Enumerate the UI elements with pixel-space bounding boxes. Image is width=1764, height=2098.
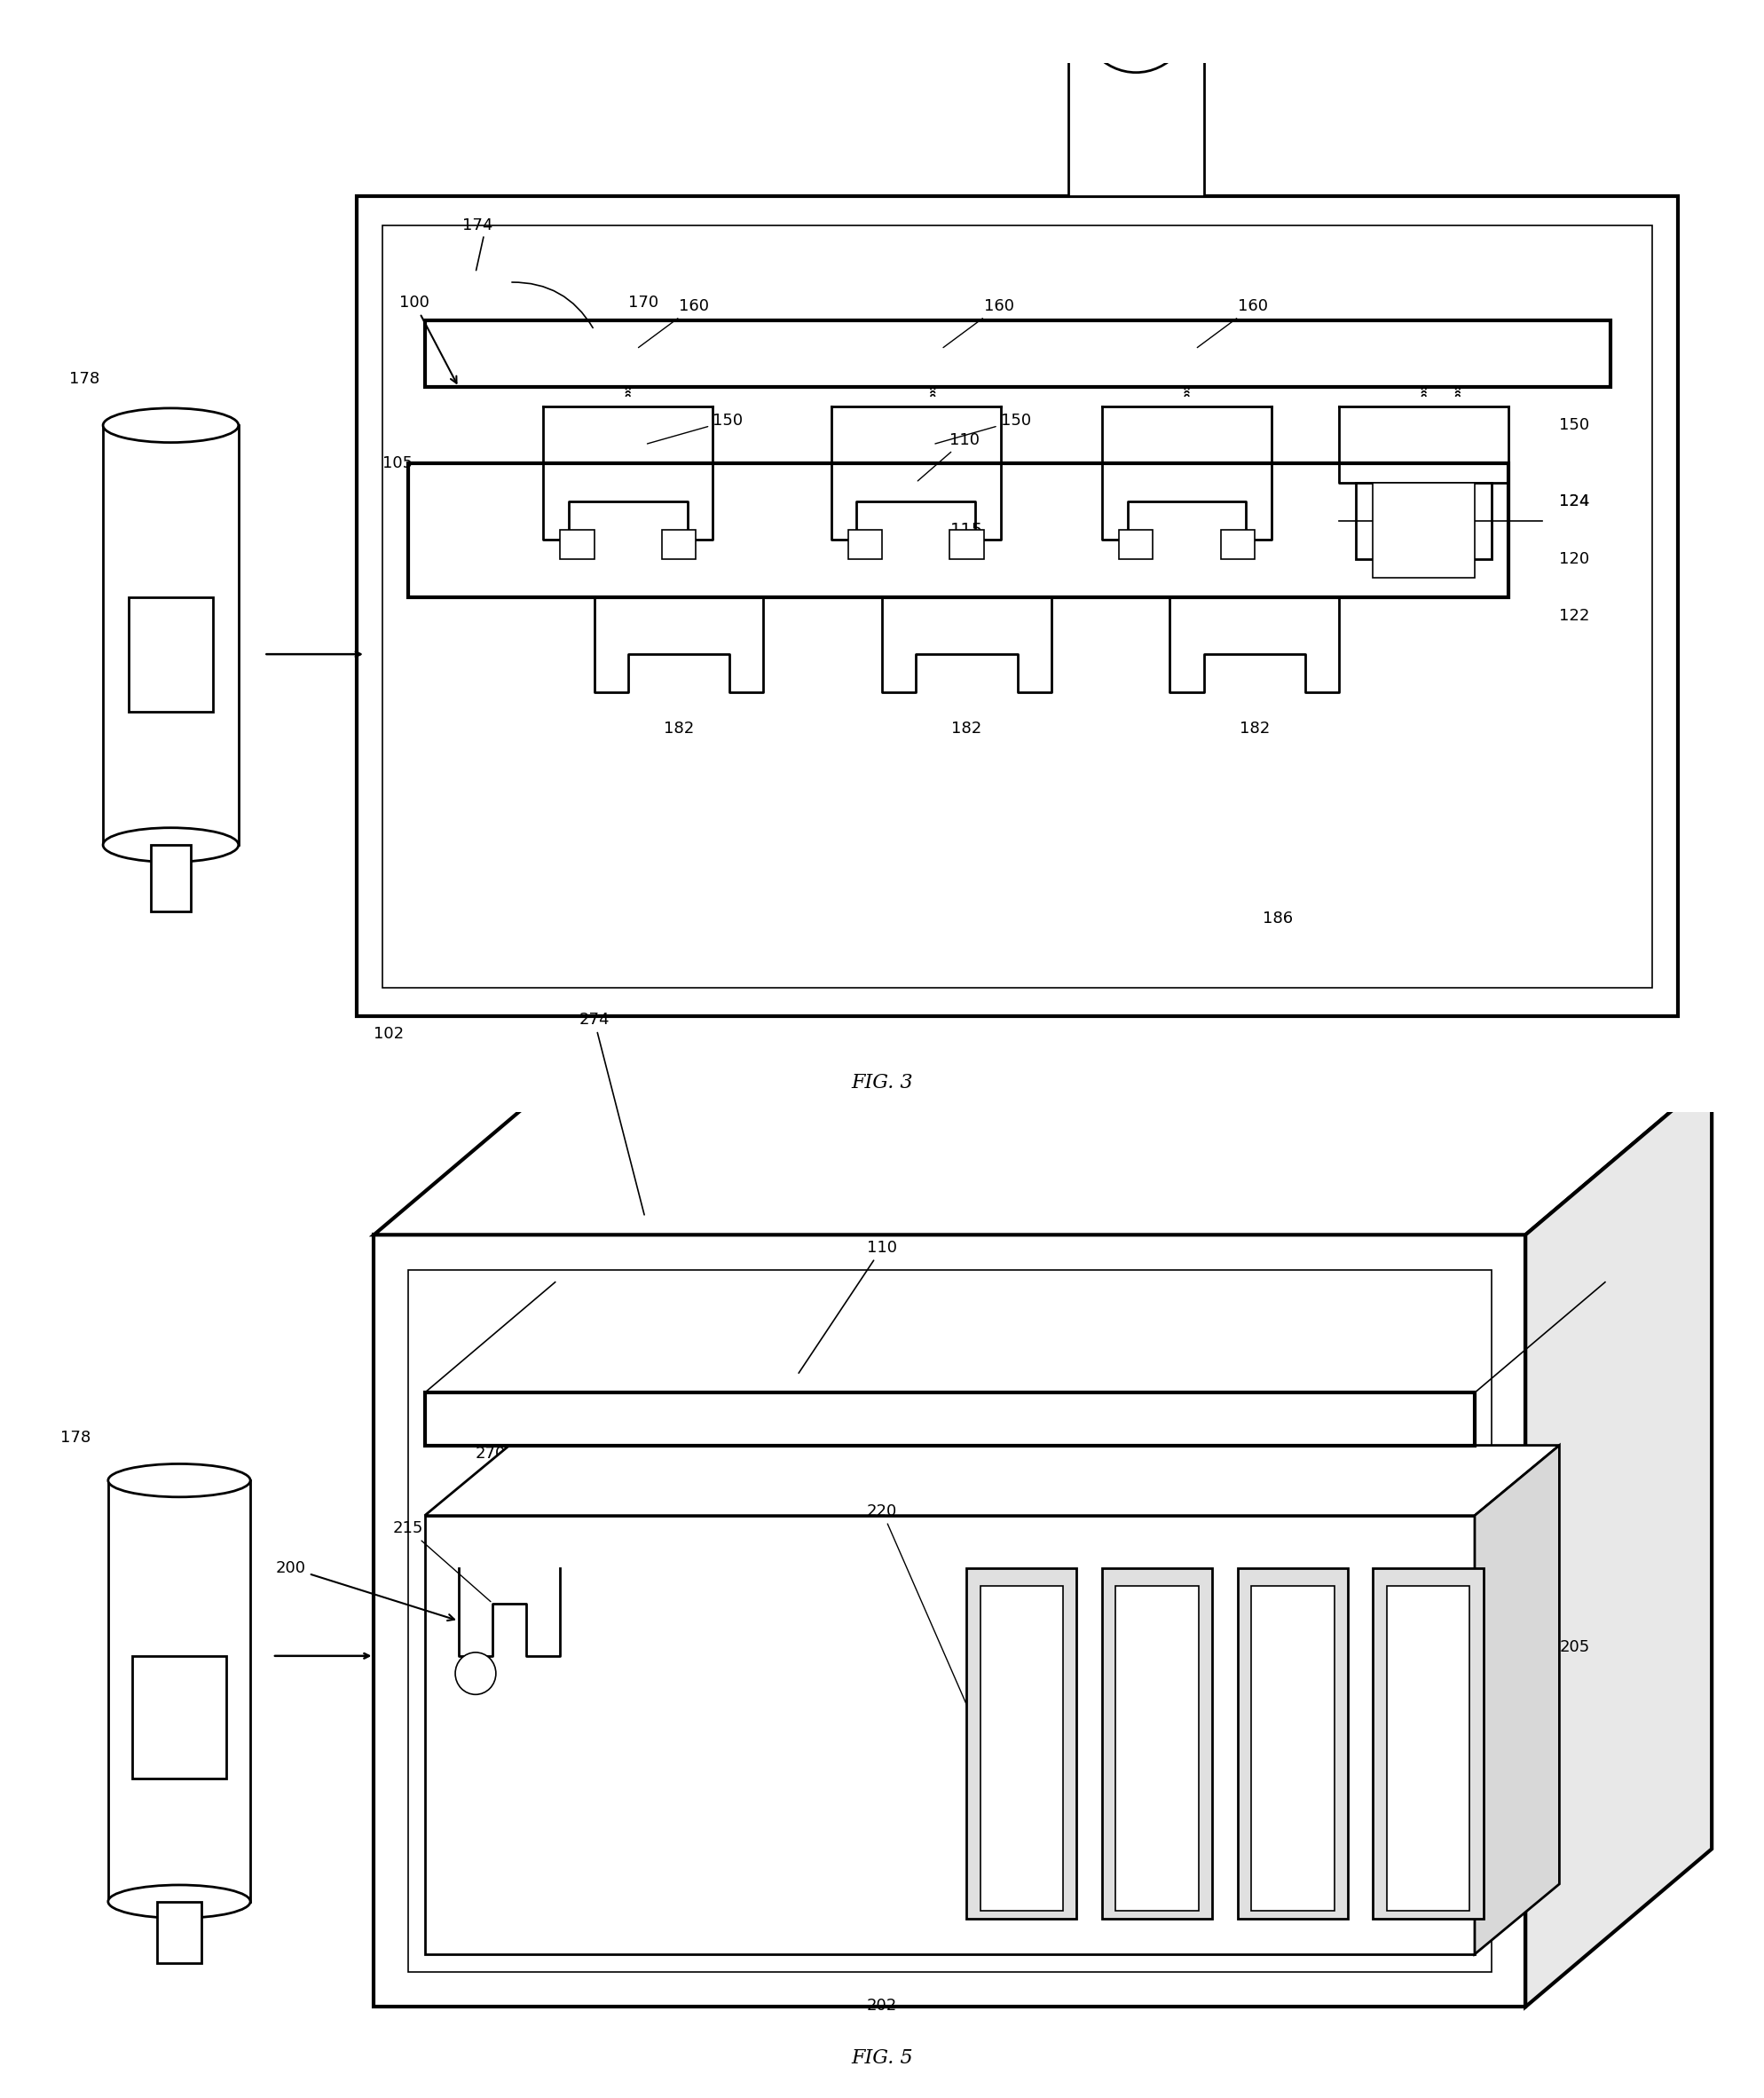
- Text: FIG. 3: FIG. 3: [850, 1074, 914, 1093]
- Text: 115: 115: [951, 522, 983, 539]
- Text: 102: 102: [374, 1026, 404, 1043]
- Bar: [848, 531, 882, 558]
- Bar: [949, 531, 984, 558]
- Bar: [1357, 483, 1492, 558]
- Text: 182: 182: [663, 722, 693, 736]
- Bar: [425, 321, 1611, 388]
- Polygon shape: [425, 1446, 1559, 1515]
- Text: 124: 124: [1559, 493, 1589, 510]
- Polygon shape: [1475, 1446, 1559, 1953]
- Bar: [1238, 1567, 1348, 1920]
- Bar: [981, 1586, 1064, 1911]
- Text: 110: 110: [917, 432, 981, 480]
- Text: 170: 170: [628, 296, 658, 311]
- Bar: [1118, 955, 1254, 1076]
- Bar: [1387, 1586, 1469, 1911]
- Text: 274: 274: [579, 1011, 644, 1215]
- Bar: [1221, 531, 1254, 558]
- Text: 200: 200: [275, 1561, 455, 1620]
- Bar: [561, 531, 594, 558]
- Polygon shape: [102, 426, 238, 845]
- Text: 160: 160: [639, 298, 709, 348]
- Text: 260: 260: [1424, 1429, 1454, 1446]
- Text: 182: 182: [1240, 722, 1270, 736]
- Text: 186: 186: [1263, 911, 1293, 927]
- Text: 150: 150: [935, 413, 1030, 443]
- Ellipse shape: [108, 1464, 250, 1498]
- Text: 120: 120: [1559, 552, 1589, 566]
- Text: 220: 220: [866, 1502, 983, 1741]
- Text: 215: 215: [393, 1521, 490, 1601]
- Bar: [1069, 6, 1203, 197]
- Circle shape: [455, 1653, 496, 1695]
- Text: 100: 100: [399, 296, 457, 384]
- Bar: [129, 598, 213, 711]
- Polygon shape: [1526, 1076, 1711, 2008]
- Bar: [1372, 1567, 1484, 1920]
- Text: 205: 205: [1559, 1639, 1589, 1655]
- Text: 202: 202: [866, 1997, 898, 2014]
- Text: 174: 174: [462, 216, 492, 233]
- Bar: [407, 1269, 1492, 1972]
- Text: 270: 270: [476, 1446, 506, 1462]
- Circle shape: [1127, 892, 1245, 1015]
- Ellipse shape: [108, 1884, 250, 1918]
- Polygon shape: [374, 1076, 1711, 1236]
- Bar: [356, 197, 1678, 1018]
- Bar: [383, 224, 1653, 988]
- Ellipse shape: [102, 829, 238, 862]
- Text: 110: 110: [799, 1240, 898, 1372]
- Bar: [157, 1901, 201, 1964]
- Text: 160: 160: [1198, 298, 1268, 348]
- Text: 178: 178: [60, 1429, 92, 1446]
- Bar: [967, 1567, 1076, 1920]
- Bar: [662, 531, 695, 558]
- Bar: [1372, 483, 1475, 577]
- Text: FIG. 5: FIG. 5: [850, 2050, 914, 2069]
- Bar: [1115, 1586, 1200, 1911]
- Text: 150: 150: [647, 413, 743, 443]
- Bar: [1251, 1586, 1334, 1911]
- Text: 150: 150: [1559, 418, 1589, 434]
- Bar: [150, 845, 191, 913]
- Text: 160: 160: [944, 298, 1014, 348]
- Bar: [1118, 531, 1154, 558]
- Text: 122: 122: [1559, 608, 1589, 623]
- Text: 124: 124: [1559, 493, 1589, 510]
- Text: 178: 178: [69, 371, 99, 388]
- Bar: [425, 1393, 1475, 1446]
- Bar: [132, 1655, 226, 1779]
- Bar: [374, 1236, 1526, 2008]
- Bar: [425, 1515, 1475, 1953]
- Bar: [1102, 1567, 1212, 1920]
- Ellipse shape: [102, 409, 238, 443]
- Polygon shape: [108, 1481, 250, 1901]
- Bar: [407, 464, 1508, 598]
- Text: 182: 182: [951, 722, 983, 736]
- Circle shape: [1076, 0, 1196, 73]
- Text: 105: 105: [383, 455, 413, 472]
